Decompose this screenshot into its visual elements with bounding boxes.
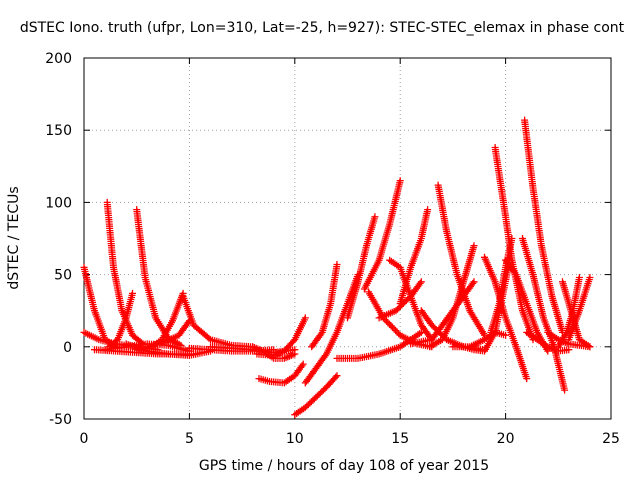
grid-lines (84, 58, 611, 419)
data-point-markers (521, 116, 566, 336)
y-tick-label: 150 (45, 123, 72, 139)
data-series (481, 253, 531, 383)
data-series (308, 261, 341, 351)
data-series (301, 271, 362, 387)
x-tick-label: 5 (185, 431, 194, 447)
x-tick-label: 20 (497, 431, 515, 447)
y-axis-label: dSTEC / TECUs (6, 186, 22, 289)
data-point-markers (375, 278, 425, 322)
data-series (360, 177, 404, 293)
x-tick-label: 10 (286, 431, 304, 447)
y-tick-label: 50 (54, 268, 72, 284)
chart-title: dSTEC Iono. truth (ufpr, Lon=310, Lat=-2… (20, 20, 625, 36)
data-series (80, 263, 120, 351)
data-series (333, 328, 425, 362)
data-series (255, 360, 307, 387)
data-point-markers (565, 274, 594, 344)
data-point-markers (554, 274, 583, 351)
y-tick-label: 0 (63, 340, 72, 356)
data-point-markers (434, 181, 488, 339)
data-series (291, 372, 341, 419)
data-point-markers (179, 292, 257, 351)
data-point-markers (333, 328, 425, 362)
axis-ticks: 0 5 10 15 20 25 -50 0 50 100 150 200 (45, 51, 620, 447)
x-tick-label: 0 (80, 431, 89, 447)
data-points (80, 116, 594, 419)
data-point-markers (291, 372, 341, 419)
y-tick-label: 100 (45, 195, 72, 211)
data-point-markers (344, 213, 379, 322)
data-point-markers (519, 235, 569, 394)
data-point-markers (122, 340, 214, 359)
y-tick-label: -50 (49, 412, 72, 428)
data-series (523, 328, 573, 355)
data-series (122, 340, 214, 359)
data-series (434, 181, 488, 339)
plot-frame (83, 57, 612, 420)
x-tick-label: 15 (391, 431, 409, 447)
data-series (249, 343, 299, 362)
data-point-markers (133, 206, 185, 349)
data-point-markers (481, 253, 531, 383)
data-series (344, 213, 379, 322)
data-point-markers (249, 343, 299, 362)
data-series (375, 278, 425, 322)
data-point-markers (255, 360, 307, 387)
data-series (565, 274, 594, 344)
data-point-markers (544, 328, 594, 351)
data-point-markers (301, 271, 362, 387)
data-point-markers (143, 317, 193, 351)
data-series (143, 317, 193, 351)
data-series (544, 328, 594, 351)
data-point-markers (523, 328, 573, 355)
data-series (179, 292, 257, 351)
x-axis-label: GPS time / hours of day 108 of year 2015 (199, 458, 489, 474)
data-series (407, 278, 478, 348)
data-point-markers (360, 177, 404, 293)
data-series (554, 274, 583, 351)
y-tick-label: 200 (45, 51, 72, 67)
data-point-markers (80, 263, 120, 351)
x-tick-label: 25 (602, 431, 620, 447)
data-series (133, 206, 185, 349)
data-series (521, 116, 566, 336)
data-point-markers (407, 278, 478, 348)
data-series (519, 235, 569, 394)
data-point-markers (308, 261, 341, 351)
